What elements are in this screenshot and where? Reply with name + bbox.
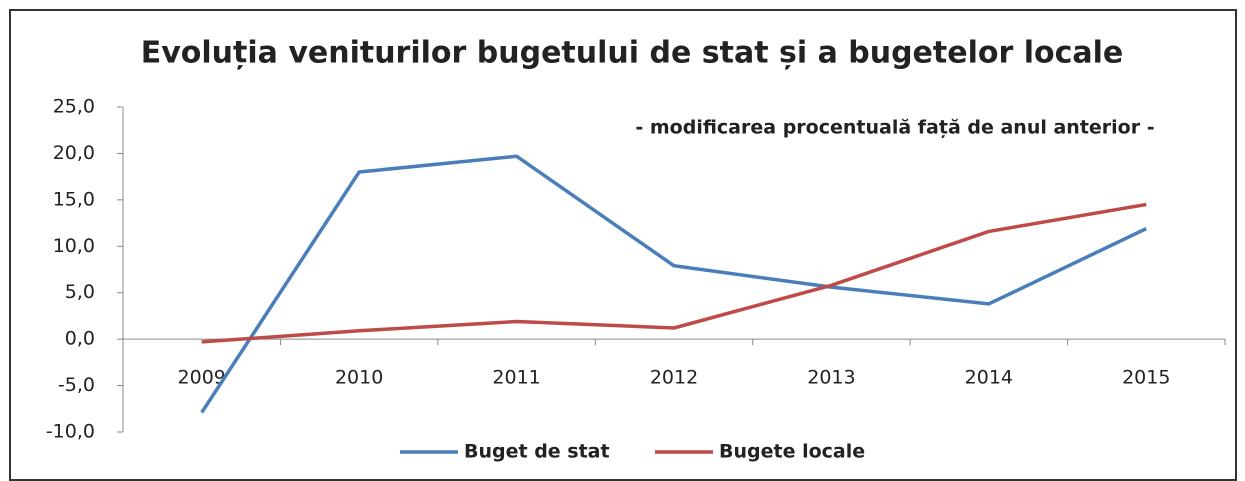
y-tick-label: 20,0 [53,142,95,164]
x-tick-label: 2010 [335,367,383,389]
y-tick-label: 10,0 [53,235,95,257]
y-tick-label: 25,0 [53,96,95,118]
y-tick-label: 15,0 [53,188,95,210]
legend-label: Buget de stat [464,441,610,463]
y-tick-label: -5,0 [58,374,95,396]
x-tick-label: 2014 [965,367,1013,389]
x-tick-label: 2009 [178,367,226,389]
y-tick-label: -10,0 [46,421,95,443]
chart-title: Evoluția veniturilor bugetului de stat ș… [141,36,1124,71]
y-tick-label: 0,0 [65,328,95,350]
x-tick-label: 2011 [492,367,540,389]
x-tick-label: 2012 [650,367,698,389]
chart-subtitle: - modificarea procentuală față de anul a… [635,117,1154,139]
series-line [201,202,1147,344]
legend-label: Bugete locale [719,441,865,463]
x-tick-label: 2015 [1122,367,1170,389]
x-tick-label: 2013 [807,367,855,389]
series-line [200,154,1148,414]
chart-frame [9,9,1237,481]
y-tick-label: 5,0 [65,281,95,303]
